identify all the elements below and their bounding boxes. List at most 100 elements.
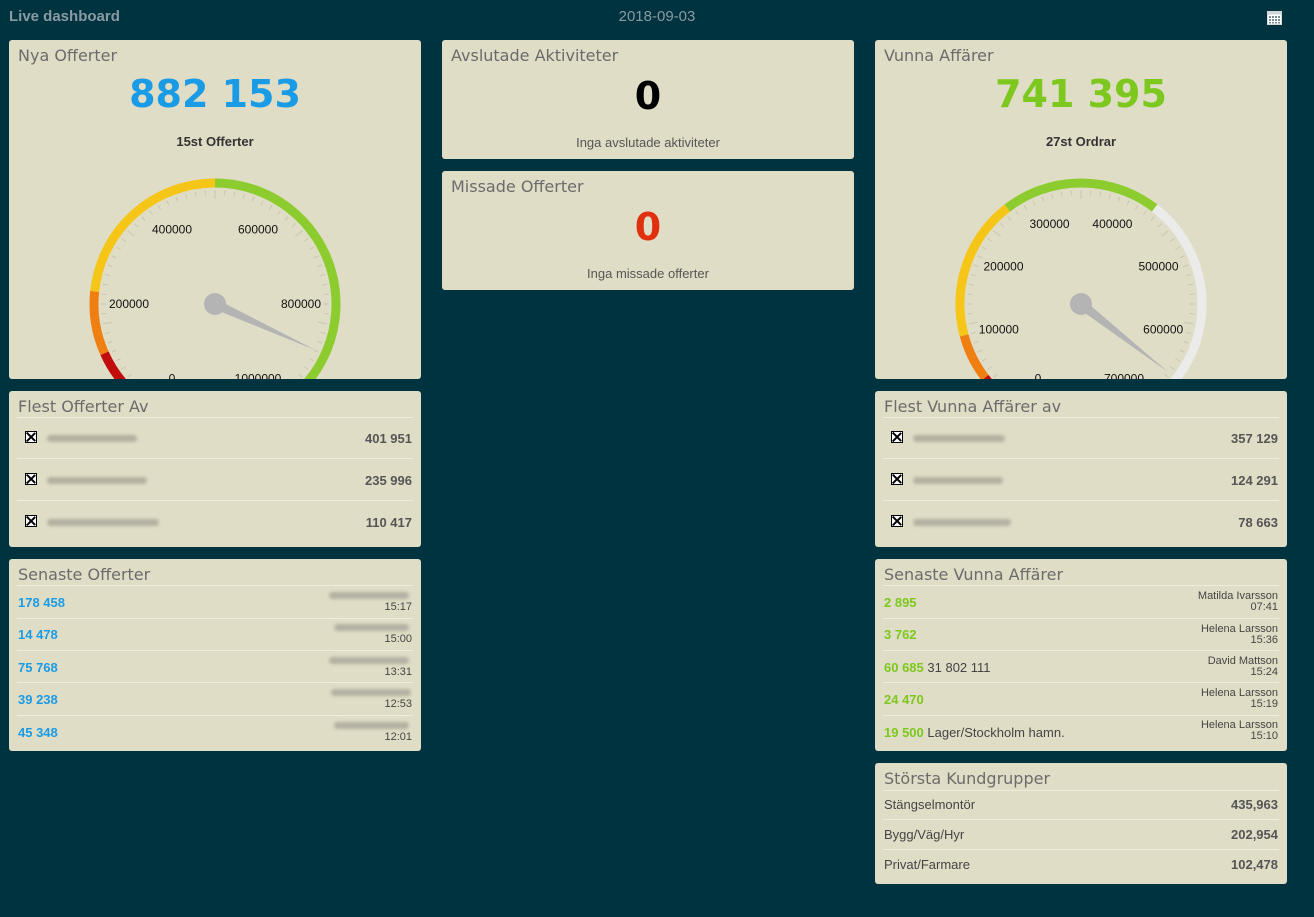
- gauge-band: [100, 351, 126, 379]
- divider: [883, 849, 1279, 850]
- list-item[interactable]: 45 348 12:01: [9, 716, 421, 748]
- deal-description: 31 802 111: [927, 660, 991, 675]
- customer-group-value: 202,954: [1231, 827, 1278, 842]
- gauge-tick: [968, 321, 978, 325]
- gauge-label: 700000: [1104, 371, 1144, 379]
- row-value: 235 996: [365, 473, 412, 488]
- list-item[interactable]: 3 762 Helena Larsson 15:36: [875, 618, 1287, 650]
- missade-value: 0: [634, 205, 662, 249]
- gauge-tick: [1108, 193, 1111, 199]
- missade-note: Inga missade offerter: [587, 266, 709, 281]
- gauge-tick: [104, 274, 110, 277]
- vunna-title: Vunna Affärer: [884, 46, 994, 65]
- gauge-tick: [157, 205, 161, 210]
- offer-time: 13:31: [384, 666, 412, 678]
- gauge-tick: [973, 264, 979, 268]
- list-item[interactable]: 2 895 Matilda Ivarsson 07:41: [875, 586, 1287, 618]
- gauge-needle: [212, 299, 316, 351]
- gauge-tick: [111, 349, 117, 353]
- list-item[interactable]: 75 768 13:31: [9, 651, 421, 683]
- list-item[interactable]: Bygg/Väg/Hyr 202,954: [875, 820, 1287, 850]
- gauge-tick: [298, 373, 303, 378]
- gauge-tick: [295, 230, 303, 237]
- list-item[interactable]: 78 663: [875, 506, 1287, 538]
- list-item[interactable]: 60 685 31 802 111 David Mattson 15:24: [875, 651, 1287, 683]
- vunna-affarer-panel: Vunna Affärer 741 395 27st Ordrar 0 10000…: [875, 40, 1287, 379]
- list-item[interactable]: 14 478 15:00: [9, 618, 421, 650]
- gauge-tick: [1186, 331, 1192, 334]
- list-item[interactable]: 401 951: [9, 422, 421, 454]
- flest-vunna-panel: Flest Vunna Affärer av 357 129 124 291 7…: [875, 391, 1287, 547]
- gauge-tick: [260, 200, 264, 206]
- list-item[interactable]: 24 470 Helena Larsson 15:19: [875, 683, 1287, 715]
- gauge-tick: [1164, 373, 1169, 378]
- gauge-tick: [1188, 283, 1194, 286]
- gauge-label: 0: [1035, 371, 1042, 379]
- broken-image-icon: [891, 431, 903, 443]
- gauge-tick: [1179, 255, 1185, 259]
- gauge-tick: [309, 246, 314, 250]
- gauge-tick: [1183, 264, 1189, 268]
- divider: [17, 585, 413, 586]
- list-item[interactable]: 235 996: [9, 464, 421, 496]
- gauge-tick: [127, 373, 132, 378]
- gauge-label: 300000: [1030, 217, 1070, 231]
- gauge-tick: [1175, 246, 1180, 250]
- gauge-tick: [121, 238, 126, 242]
- list-item[interactable]: 357 129: [875, 422, 1287, 454]
- redacted-name: [913, 519, 1011, 526]
- vunna-amount: 741 395: [995, 72, 1167, 116]
- list-item[interactable]: 178 458 15:17: [9, 586, 421, 618]
- gauge-band: [959, 334, 989, 379]
- row-value: 401 951: [365, 431, 412, 446]
- customer-group-value: 102,478: [1231, 857, 1278, 872]
- nya-offerter-amount: 882 153: [129, 72, 301, 116]
- gauge-tick: [1170, 366, 1175, 370]
- offer-time: 15:00: [384, 633, 412, 645]
- redacted-name: [334, 624, 409, 631]
- gauge-hub: [1070, 293, 1092, 315]
- broken-image-icon: [25, 515, 37, 527]
- deal-time: 07:41: [1250, 601, 1278, 613]
- offer-amount: 178 458: [18, 595, 65, 610]
- gauge-tick: [309, 358, 314, 362]
- divider: [17, 650, 413, 651]
- row-value: 110 417: [365, 515, 412, 530]
- offer-amount: 75 768: [18, 660, 58, 675]
- list-item[interactable]: Stängselmontör 435,963: [875, 790, 1287, 820]
- gauge-label: 200000: [983, 260, 1023, 274]
- gauge-tick: [1179, 349, 1185, 353]
- gauge-tick: [277, 210, 281, 215]
- list-item[interactable]: 39 238 12:53: [9, 683, 421, 715]
- gauge-tick: [1000, 223, 1005, 228]
- gauge-band: [214, 178, 341, 379]
- gauge-tick: [1099, 191, 1102, 197]
- list-item[interactable]: 124 291: [875, 464, 1287, 496]
- deal-description: Lager/Stockholm hamn.: [927, 725, 1065, 740]
- list-item[interactable]: Privat/Farmare 102,478: [875, 850, 1287, 880]
- nya-offerter-panel: Nya Offerter 882 153 15st Offerter 0 2000…: [9, 40, 421, 379]
- gauge-tick: [111, 255, 117, 259]
- divider: [883, 500, 1279, 501]
- gauge-band: [89, 290, 109, 356]
- redacted-name: [913, 477, 1003, 484]
- missade-title: Missade Offerter: [451, 177, 584, 196]
- gauge-label: 200000: [109, 297, 149, 311]
- nya-offerter-gauge: 0 200000 400000 600000 800000 1000000: [89, 178, 341, 379]
- list-item[interactable]: 110 417: [9, 506, 421, 538]
- list-item[interactable]: 19 500 Lager/Stockholm hamn. Helena Lars…: [875, 716, 1287, 748]
- gauge-tick: [1135, 205, 1139, 210]
- calendar-icon[interactable]: [1267, 11, 1282, 25]
- deal-owner: Matilda Ivarsson: [1197, 590, 1278, 602]
- gauge-tick: [107, 264, 113, 268]
- gauge-tick: [121, 366, 126, 370]
- gauge-tick: [1117, 196, 1121, 202]
- gauge-tick: [1170, 238, 1175, 242]
- gauge-tick: [977, 349, 983, 353]
- divider: [883, 417, 1279, 418]
- gauge-tick: [269, 205, 273, 210]
- gauge-tick: [982, 358, 987, 362]
- redacted-name: [47, 519, 159, 526]
- gauge-tick: [320, 331, 326, 334]
- gauge-tick: [987, 366, 992, 370]
